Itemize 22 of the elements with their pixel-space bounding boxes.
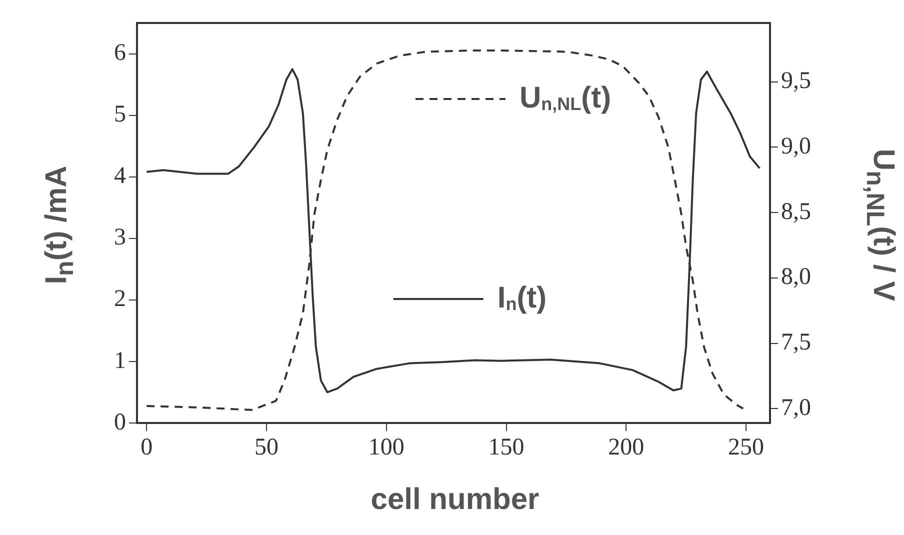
x-tick-label: 250 — [728, 434, 764, 461]
y-tick-label: 1 — [114, 348, 126, 374]
y-tick-label: 3 — [114, 224, 126, 251]
x-tick-label: 150 — [488, 434, 524, 461]
y-tick-label: 6 — [114, 40, 126, 66]
y2-tick-label: 7,5 — [781, 330, 811, 356]
y2-tick-label: 9,5 — [781, 68, 811, 94]
x-tick-label: 50 — [254, 434, 278, 461]
y-tick-label: 2 — [114, 286, 126, 312]
y-tick-label: 4 — [114, 163, 126, 190]
y2-tick-label: 8,0 — [781, 264, 811, 290]
y2-tick-label: 7,0 — [781, 394, 811, 421]
legend-label: Un,NL(t) — [520, 81, 612, 114]
x-axis-title: cell number — [370, 483, 540, 517]
y2-tick-label: 8,5 — [781, 198, 811, 225]
x-tick-label: 0 — [140, 434, 153, 461]
legend-label: In(t) — [497, 281, 547, 314]
y-tick-label: 5 — [114, 102, 126, 128]
y2-tick-label: 9,0 — [781, 133, 811, 160]
x-tick-label: 200 — [608, 434, 644, 461]
y-tick-label: 0 — [114, 409, 126, 436]
x-tick-label: 100 — [368, 434, 404, 461]
